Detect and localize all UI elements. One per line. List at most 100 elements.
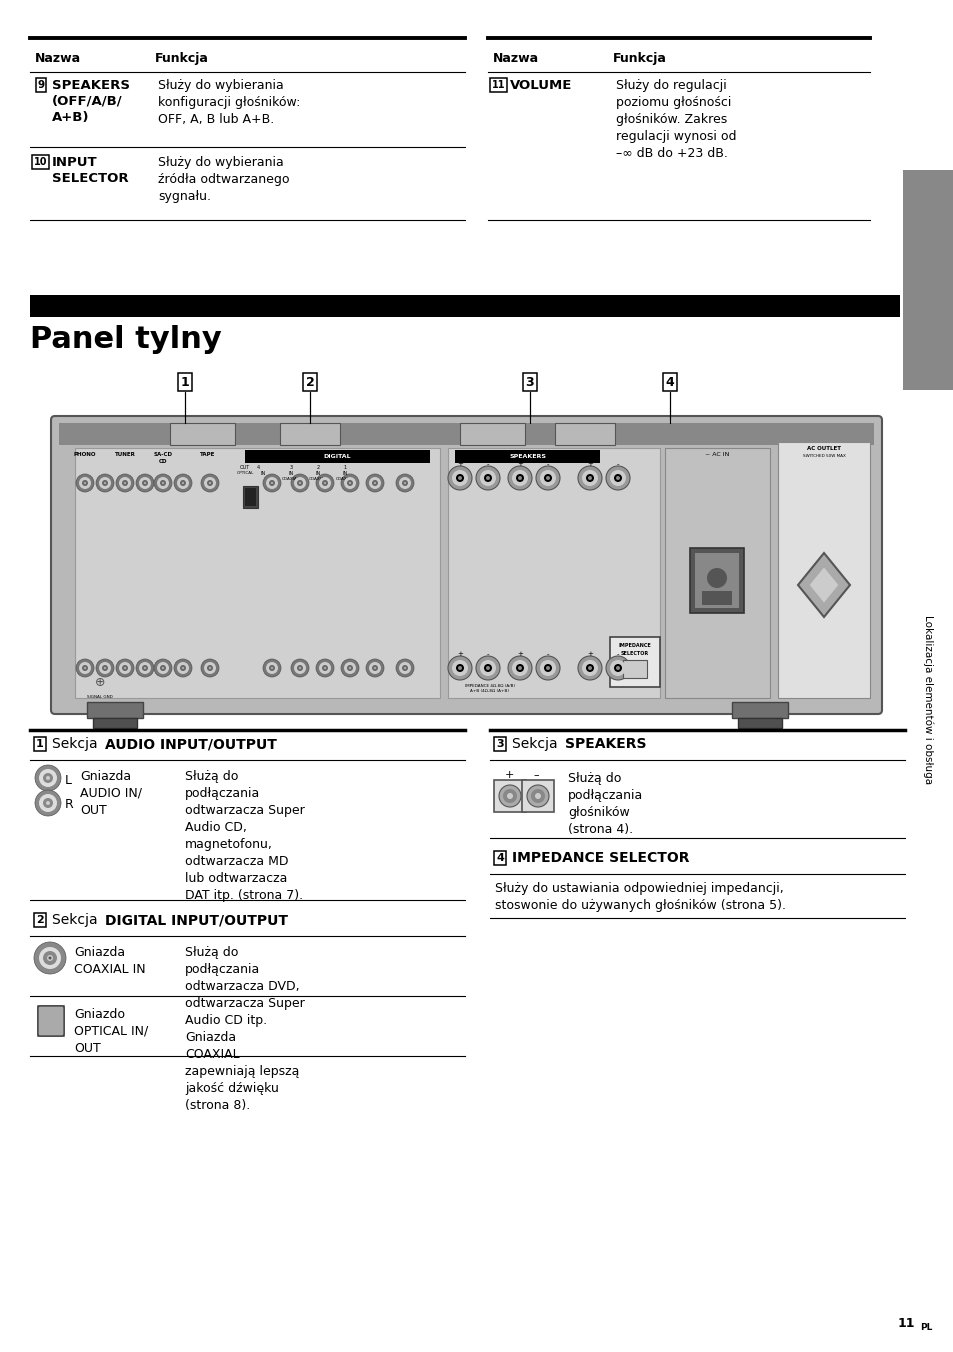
Text: 10: 10 [34, 157, 48, 168]
Circle shape [318, 662, 331, 675]
Text: Gniazdo
OPTICAL IN/
OUT: Gniazdo OPTICAL IN/ OUT [74, 1009, 148, 1055]
Circle shape [116, 658, 133, 677]
Bar [38, 1006, 64, 1036]
Circle shape [448, 466, 472, 489]
Text: 11: 11 [492, 80, 505, 91]
Circle shape [298, 481, 301, 484]
Circle shape [291, 658, 309, 677]
Text: 2: 2 [305, 376, 314, 388]
Circle shape [119, 477, 131, 489]
Circle shape [369, 662, 380, 675]
Circle shape [291, 475, 309, 492]
Circle shape [34, 942, 66, 973]
Circle shape [160, 480, 166, 485]
Circle shape [457, 667, 461, 671]
Bar [521, 780, 554, 813]
Bar [609, 637, 659, 687]
Circle shape [398, 662, 411, 675]
Circle shape [294, 477, 306, 489]
Bar [731, 702, 787, 718]
Circle shape [47, 955, 53, 961]
Text: 2: 2 [36, 915, 44, 925]
Circle shape [539, 470, 556, 485]
Circle shape [366, 475, 384, 492]
Circle shape [43, 950, 57, 965]
Circle shape [136, 658, 153, 677]
Text: 11: 11 [897, 1317, 914, 1330]
Circle shape [605, 656, 629, 680]
Circle shape [344, 662, 355, 675]
Circle shape [201, 658, 219, 677]
Circle shape [43, 798, 53, 808]
Circle shape [46, 776, 50, 780]
FancyBboxPatch shape [38, 1006, 64, 1036]
Circle shape [96, 658, 113, 677]
Circle shape [84, 667, 86, 669]
Bar [622, 660, 646, 677]
Circle shape [506, 794, 513, 799]
Bar [738, 718, 781, 727]
Circle shape [543, 664, 552, 672]
Circle shape [298, 667, 301, 669]
Text: Nazwa: Nazwa [35, 51, 81, 65]
Circle shape [485, 667, 490, 671]
Text: SELECTOR: SELECTOR [620, 652, 648, 656]
Circle shape [263, 658, 281, 677]
Circle shape [395, 475, 414, 492]
Circle shape [517, 476, 521, 480]
Circle shape [605, 466, 629, 489]
Text: CD: CD [158, 458, 167, 464]
Circle shape [340, 658, 358, 677]
Circle shape [153, 475, 172, 492]
Text: AC OUTLET: AC OUTLET [806, 446, 841, 452]
Text: COAXIAL: COAXIAL [309, 477, 327, 481]
Circle shape [614, 475, 621, 483]
Text: Sekcja: Sekcja [52, 737, 102, 750]
Bar [243, 485, 257, 508]
Text: +: + [456, 652, 462, 657]
Circle shape [395, 658, 414, 677]
Circle shape [706, 568, 726, 588]
Text: COAXIAL: COAXIAL [335, 477, 354, 481]
Bar [92, 718, 137, 727]
Circle shape [374, 667, 375, 669]
Text: DIGITAL INPUT/OUTPUT: DIGITAL INPUT/OUTPUT [105, 913, 288, 927]
Text: Nazwa: Nazwa [493, 51, 538, 65]
Text: IN: IN [315, 470, 320, 476]
Text: OUT: OUT [239, 465, 250, 470]
Circle shape [479, 470, 496, 485]
Text: IN: IN [288, 470, 294, 476]
Circle shape [263, 475, 281, 492]
Text: OPTICAL: OPTICAL [236, 470, 253, 475]
Bar [902, 170, 953, 389]
Circle shape [209, 481, 211, 484]
Text: SA-CD: SA-CD [153, 452, 172, 457]
Circle shape [177, 662, 189, 675]
Text: +: + [456, 461, 462, 466]
Text: +: + [517, 461, 522, 466]
Polygon shape [809, 568, 838, 603]
Circle shape [124, 481, 126, 484]
Circle shape [401, 665, 408, 671]
Circle shape [587, 476, 592, 480]
Text: 3: 3 [525, 376, 534, 388]
Circle shape [122, 480, 128, 485]
Text: +: + [517, 652, 522, 657]
Circle shape [209, 667, 211, 669]
Circle shape [315, 475, 334, 492]
Circle shape [266, 662, 277, 675]
Text: 1: 1 [343, 465, 346, 470]
Circle shape [372, 480, 377, 485]
Text: R: R [65, 799, 73, 811]
Circle shape [457, 476, 461, 480]
Circle shape [142, 665, 148, 671]
Circle shape [543, 475, 552, 483]
Text: -: - [486, 652, 489, 657]
Circle shape [142, 480, 148, 485]
Circle shape [79, 662, 91, 675]
Circle shape [476, 466, 499, 489]
Text: Służy do wybierania
źródła odtwarzanego
sygnału.: Służy do wybierania źródła odtwarzanego … [158, 155, 289, 203]
Circle shape [204, 662, 215, 675]
Text: IN: IN [342, 470, 347, 476]
Text: Służy do wybierania
konfiguracji głośników:
OFF, A, B lub A+B.: Służy do wybierania konfiguracji głośnik… [158, 78, 300, 126]
